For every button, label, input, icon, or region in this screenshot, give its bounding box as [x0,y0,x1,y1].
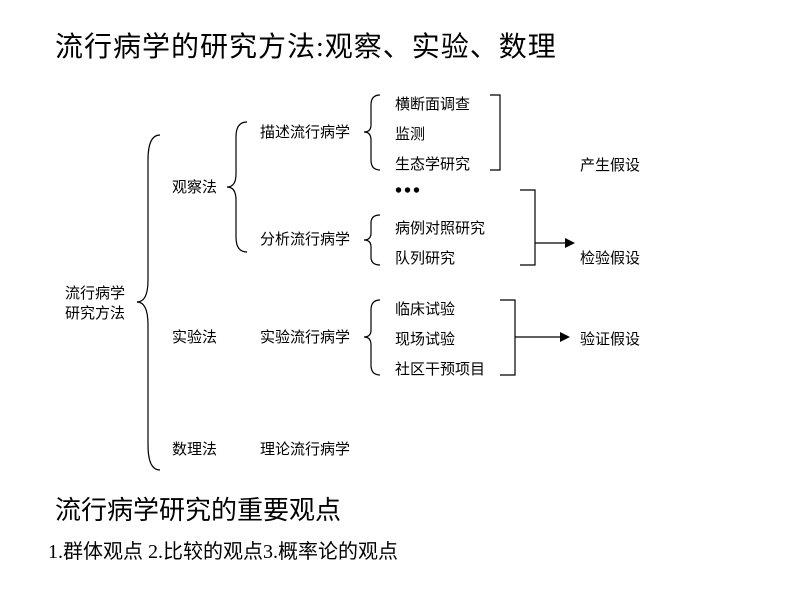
level3-expEpi: 实验流行病学 [260,328,350,348]
root-line2: 研究方法 [65,306,125,322]
brace-root [135,135,165,470]
leaf-l8: 社区干预项目 [395,360,485,380]
page-title: 流行病学的研究方法:观察、实验、数理 [55,25,557,65]
outcome-o3: 验证假设 [580,330,640,350]
outcome-o1: 产生假设 [580,156,640,176]
leaf-l3: 生态学研究 [395,155,470,175]
leaf-l6: 临床试验 [395,300,455,320]
outcome-o2: 检验假设 [580,249,640,269]
leaf-l1: 横断面调查 [395,95,470,115]
leaf-l7: 现场试验 [395,330,455,350]
brace-experiment [362,300,384,375]
level3-analyze: 分析流行病学 [260,230,350,250]
brace-observe [225,122,251,252]
level3-theory: 理论流行病学 [260,440,350,460]
leaf-l4: 病例对照研究 [395,219,485,239]
leaf-l5: 队列研究 [395,249,455,269]
level2-math: 数理法 [172,440,217,460]
bracket-o1 [490,95,590,175]
leaf-l2: 监测 [395,125,425,145]
level3-describe: 描述流行病学 [260,123,350,143]
root-label: 流行病学 研究方法 [65,284,125,325]
root-line1: 流行病学 [65,286,125,302]
subtitle: 流行病学研究的重要观点 [55,490,341,527]
ellipsis-dots: ••• [395,180,422,203]
level2-observe: 观察法 [172,178,217,198]
level2-experiment: 实验法 [172,328,217,348]
brace-analyze [362,215,384,265]
brace-describe [362,95,384,170]
viewpoints-list: 1.群体观点 2.比较的观点3.概率论的观点 [48,535,398,564]
